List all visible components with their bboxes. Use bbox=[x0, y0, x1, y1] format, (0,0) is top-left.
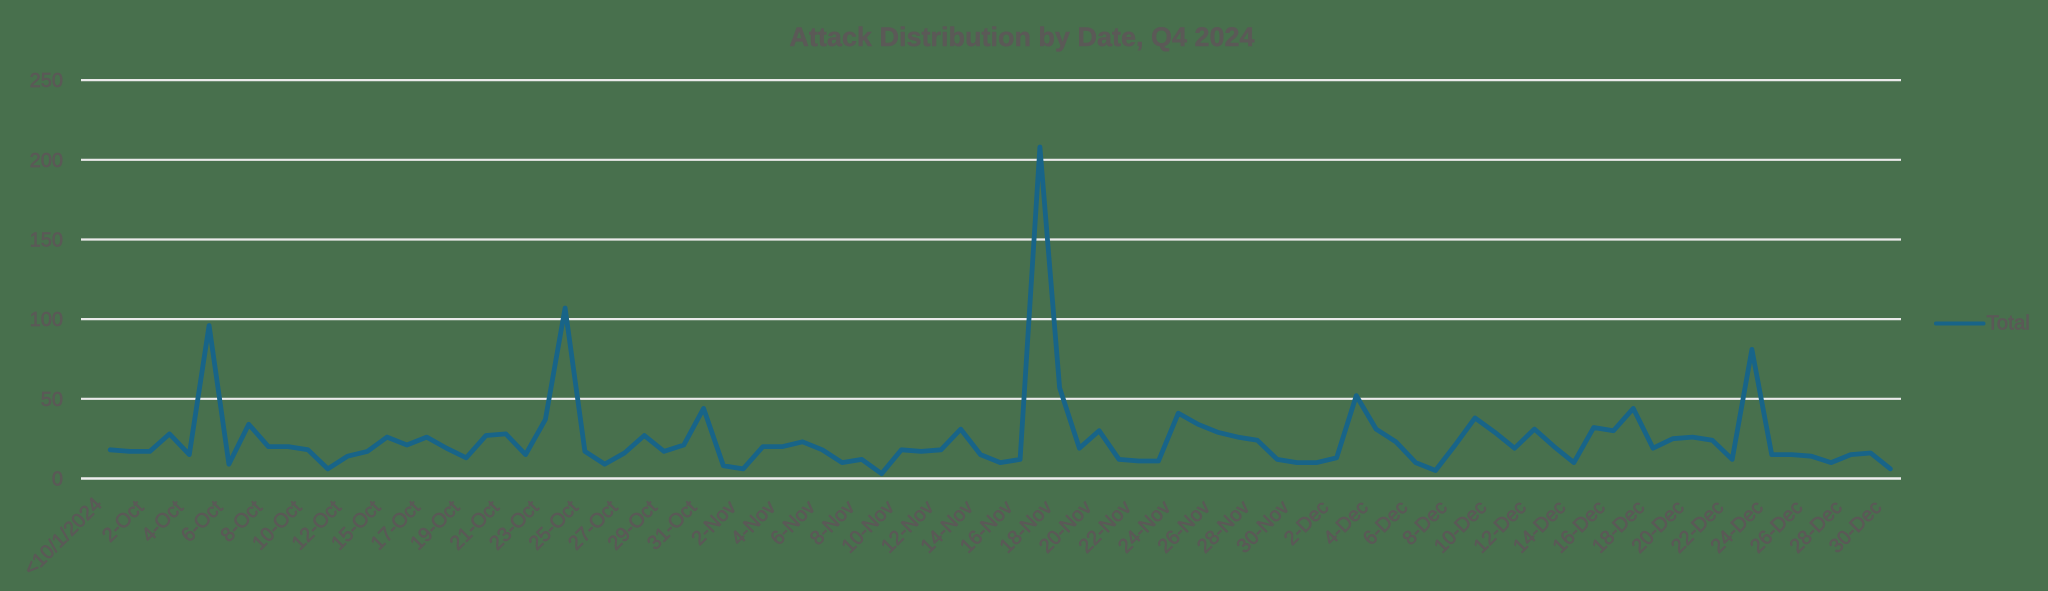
svg-text:0: 0 bbox=[52, 469, 63, 491]
svg-text:200: 200 bbox=[30, 150, 63, 172]
svg-text:Total: Total bbox=[1987, 312, 2030, 335]
svg-text:50: 50 bbox=[41, 389, 63, 411]
svg-text:150: 150 bbox=[30, 230, 63, 252]
svg-text:250: 250 bbox=[30, 70, 63, 92]
svg-text:Attack Distribution by Date, Q: Attack Distribution by Date, Q4 2024 bbox=[789, 22, 1254, 52]
svg-text:100: 100 bbox=[30, 309, 63, 331]
